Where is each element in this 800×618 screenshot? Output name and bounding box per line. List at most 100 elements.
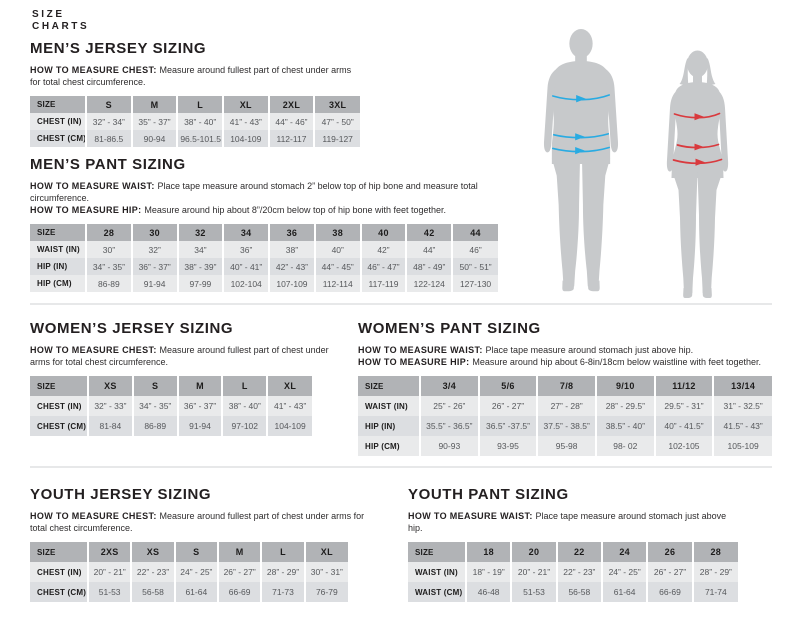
size-value-cell: 38” - 39” (176, 258, 224, 275)
size-value-cell: 98- 02 (594, 436, 655, 456)
measure-note-label: HOW TO MEASURE CHEST: (30, 511, 160, 521)
size-column-header: M (216, 542, 262, 562)
size-value-cell: 41” - 43” (221, 113, 269, 130)
size-value-cell: 117-119 (359, 275, 407, 292)
measure-note: HOW TO MEASURE CHEST: Measure around ful… (30, 344, 342, 368)
size-value-cell: 91-94 (176, 416, 223, 436)
section-divider (30, 466, 772, 468)
size-value-cell: 93-95 (477, 436, 538, 456)
female-silhouette (666, 50, 729, 298)
size-value-cell: 34” (176, 241, 224, 258)
size-value-cell: 104-109 (221, 130, 269, 147)
row-label-cell: WAIST (IN) (358, 396, 420, 416)
size-value-cell: 97-99 (176, 275, 224, 292)
size-column-header: S (85, 96, 132, 113)
size-column-header: L (221, 376, 268, 396)
size-value-cell: 50” - 51” (451, 258, 498, 275)
table-row: WAIST (IN) 25” - 26” 26” - 27” 27” - 28” 28”… (358, 396, 772, 416)
size-table-womens-pant: SIZE 3/4 5/6 7/8 9/10 11/12 13/14 WAIST (IN) 25”… (358, 376, 772, 456)
size-table-mens-jersey: SIZE S M L XL 2XL 3XL CHEST (IN) 32” - 34” 35” - … (30, 96, 360, 147)
size-value-cell: 119-127 (313, 130, 360, 147)
row-label-cell: WAIST (IN) (30, 241, 86, 258)
size-value-cell: 38” (268, 241, 315, 258)
row-label-cell: CHEST (IN) (30, 113, 86, 130)
size-value-cell: 31” - 32.5” (712, 396, 772, 416)
size-column-header: 36 (268, 224, 315, 241)
size-table-mens-pant: SIZE 28 30 32 34 36 38 40 42 44 WAIST (IN) 30” 32” 34… (30, 224, 498, 292)
size-column-header: 24 (600, 542, 648, 562)
size-value-cell: 44” - 45” (313, 258, 361, 275)
size-column-header: 7/8 (536, 376, 596, 396)
table-row: CHEST (CM) 51-53 56-58 61-64 66-69 71-73 76-79 (30, 582, 348, 602)
size-value-cell: 122-124 (405, 275, 453, 292)
size-value-cell: 32” (130, 241, 178, 258)
size-value-cell: 20” - 21” (510, 562, 557, 582)
row-label-cell: CHEST (CM) (30, 130, 86, 147)
size-value-cell: 86-89 (131, 416, 178, 436)
size-value-cell: 29.5” - 31” (653, 396, 714, 416)
size-column-header: S (131, 376, 178, 396)
size-column-header: 42 (405, 224, 453, 241)
section-title: YOUTH PANT SIZING (408, 486, 569, 503)
page-title: SIZE CHARTS (32, 9, 89, 33)
measure-note-text: Measure around fullest part of chest und… (30, 65, 352, 87)
measure-notes: HOW TO MEASURE CHEST: Measure around ful… (30, 510, 375, 534)
row-label-cell: CHEST (CM) (30, 416, 88, 436)
row-label-cell: HIP (CM) (358, 436, 420, 456)
size-value-cell: 41” - 43” (266, 396, 312, 416)
header-row: SIZE 28 30 32 34 36 38 40 42 44 (30, 224, 498, 241)
measure-note-label: HOW TO MEASURE CHEST: (30, 345, 160, 355)
table-row: WAIST (IN) 18” - 19” 20” - 21” 22” - 23” 24”… (408, 562, 738, 582)
size-column-header: M (130, 96, 178, 113)
size-value-cell: 36” - 37” (130, 258, 178, 275)
size-column-header: S (173, 542, 218, 562)
size-value-cell: 95-98 (536, 436, 596, 456)
size-column-header: 34 (222, 224, 270, 241)
size-value-cell: 46” - 47” (359, 258, 407, 275)
chest-measure-arrow (673, 112, 721, 121)
size-value-cell: 30” - 31” (303, 562, 348, 582)
size-table-womens-jersey: SIZE XS S M L XL CHEST (IN) 32” - 33” 34” - 35” 3… (30, 376, 312, 436)
size-value-cell: 66-69 (216, 582, 262, 602)
size-corner-header: SIZE (30, 96, 86, 113)
measure-notes: HOW TO MEASURE WAIST: Place tape measure… (358, 344, 772, 368)
size-value-cell: 97-102 (221, 416, 268, 436)
table-row: CHEST (IN) 32” - 34” 35” - 37” 38” - 40” 41”… (30, 113, 360, 130)
size-value-cell: 38” - 40” (221, 396, 268, 416)
size-value-cell: 24” - 25” (600, 562, 648, 582)
measure-note-label: HOW TO MEASURE HIP: (30, 205, 145, 215)
measure-note-label: HOW TO MEASURE WAIST: (358, 345, 486, 355)
size-value-cell: 36” (222, 241, 270, 258)
size-value-cell: 30” (85, 241, 132, 258)
header-row: SIZE S M L XL 2XL 3XL (30, 96, 360, 113)
page-title-line1: SIZE (32, 9, 65, 20)
section-title: YOUTH JERSEY SIZING (30, 486, 212, 503)
row-label-cell: CHEST (IN) (30, 396, 88, 416)
size-value-cell: 26” - 27” (477, 396, 538, 416)
measure-note-text: Measure around hip about 6-8in/18cm belo… (472, 357, 762, 367)
size-value-cell: 81-86.5 (85, 130, 132, 147)
size-column-header: 28 (691, 542, 738, 562)
section-divider (30, 303, 772, 305)
size-value-cell: 28” - 29” (691, 562, 738, 582)
male-silhouette (543, 28, 619, 292)
size-value-cell: 107-109 (268, 275, 315, 292)
measure-note-text: Measure around fullest part of chest und… (30, 511, 365, 533)
table-row: CHEST (IN) 32” - 33” 34” - 35” 36” - 37” 38”… (30, 396, 312, 416)
size-value-cell: 40” (313, 241, 361, 258)
size-column-header: XS (130, 542, 175, 562)
size-value-cell: 61-64 (600, 582, 648, 602)
section-title: WOMEN’S JERSEY SIZING (30, 320, 234, 337)
measure-note: HOW TO MEASURE CHEST: Measure around ful… (30, 64, 360, 88)
size-value-cell: 26” - 27” (216, 562, 262, 582)
size-value-cell: 112-117 (267, 130, 315, 147)
size-column-header: 11/12 (653, 376, 714, 396)
size-corner-header: SIZE (408, 542, 466, 562)
section-youth-pant: YOUTH PANT SIZING HOW TO MEASURE WAIST: … (408, 486, 738, 602)
size-value-cell: 18” - 19” (464, 562, 512, 582)
male-body-shape (543, 28, 619, 292)
size-value-cell: 22” - 23” (130, 562, 175, 582)
size-value-cell: 76-79 (303, 582, 348, 602)
size-value-cell: 102-104 (222, 275, 270, 292)
